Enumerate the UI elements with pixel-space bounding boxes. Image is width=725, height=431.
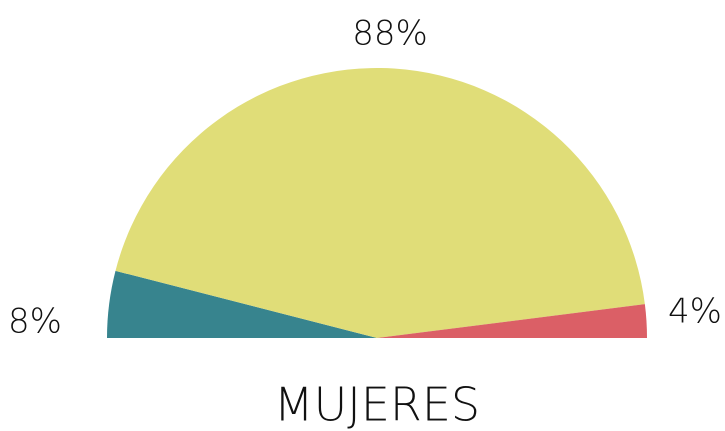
slice	[115, 68, 645, 338]
slice-label: 4%	[668, 292, 722, 332]
slice	[107, 270, 377, 338]
slice	[377, 304, 647, 338]
slice-label: 8%	[8, 302, 62, 342]
slice-label: 88%	[352, 14, 428, 54]
chart-title: MUJERES	[274, 378, 480, 431]
